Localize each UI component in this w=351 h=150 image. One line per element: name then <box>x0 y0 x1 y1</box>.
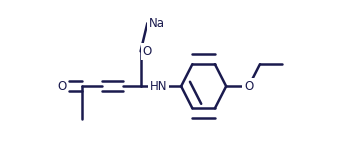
Text: HN: HN <box>150 80 167 93</box>
Text: Na: Na <box>148 17 165 30</box>
Text: O: O <box>58 80 67 93</box>
Text: O: O <box>244 80 253 93</box>
Text: O: O <box>143 45 152 58</box>
